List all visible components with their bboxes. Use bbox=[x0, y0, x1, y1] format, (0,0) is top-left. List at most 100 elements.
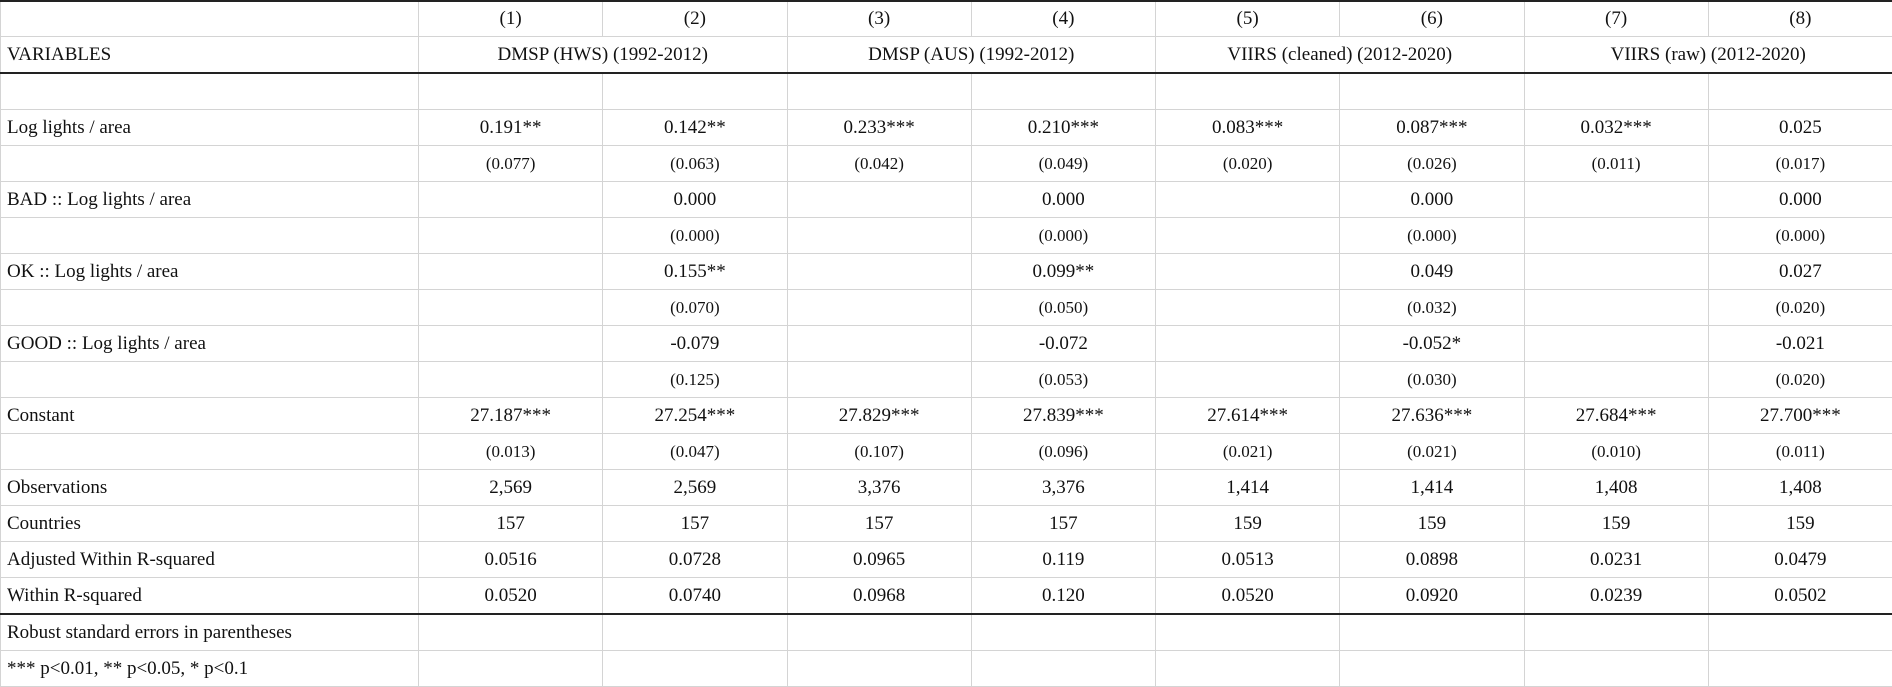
value-cell: 0.191** bbox=[419, 110, 603, 146]
se-cell: (0.053) bbox=[971, 362, 1155, 398]
value-cell: 0.0520 bbox=[1156, 578, 1340, 615]
se-cell bbox=[787, 290, 971, 326]
value-cell: 0.0479 bbox=[1708, 542, 1892, 578]
se-cell: (0.050) bbox=[971, 290, 1155, 326]
value-cell: 0.0513 bbox=[1156, 542, 1340, 578]
header-blank-cell bbox=[1, 1, 419, 37]
row-label: Countries bbox=[1, 506, 419, 542]
se-cell: (0.013) bbox=[419, 434, 603, 470]
value-cell: 0.210*** bbox=[971, 110, 1155, 146]
value-cell: 0.0968 bbox=[787, 578, 971, 615]
column-number: (6) bbox=[1340, 1, 1524, 37]
standard-error-row: (0.077)(0.063)(0.042)(0.049)(0.020)(0.02… bbox=[1, 146, 1892, 182]
value-cell: 0.0898 bbox=[1340, 542, 1524, 578]
column-number: (3) bbox=[787, 1, 971, 37]
se-cell: (0.070) bbox=[603, 290, 787, 326]
se-cell: (0.000) bbox=[1340, 218, 1524, 254]
se-cell: (0.021) bbox=[1156, 434, 1340, 470]
value-cell: 2,569 bbox=[603, 470, 787, 506]
se-cell: (0.021) bbox=[1340, 434, 1524, 470]
column-number: (1) bbox=[419, 1, 603, 37]
value-cell bbox=[1156, 326, 1340, 362]
value-cell: 27.636*** bbox=[1340, 398, 1524, 434]
value-cell: 0.120 bbox=[971, 578, 1155, 615]
value-cell: 0.083*** bbox=[1156, 110, 1340, 146]
se-cell bbox=[787, 362, 971, 398]
group-header: VIIRS (raw) (2012-2020) bbox=[1524, 37, 1892, 74]
row-label: GOOD :: Log lights / area bbox=[1, 326, 419, 362]
value-cell: 0.000 bbox=[603, 182, 787, 218]
value-cell: 0.0239 bbox=[1524, 578, 1708, 615]
value-cell: 0.000 bbox=[1708, 182, 1892, 218]
coefficient-row: GOOD :: Log lights / area-0.079-0.072-0.… bbox=[1, 326, 1892, 362]
se-cell: (0.047) bbox=[603, 434, 787, 470]
row-label: Observations bbox=[1, 470, 419, 506]
value-cell: 27.187*** bbox=[419, 398, 603, 434]
se-cell: (0.000) bbox=[1708, 218, 1892, 254]
value-cell: -0.021 bbox=[1708, 326, 1892, 362]
value-cell: 27.614*** bbox=[1156, 398, 1340, 434]
group-header: DMSP (HWS) (1992-2012) bbox=[419, 37, 788, 74]
value-cell: 27.254*** bbox=[603, 398, 787, 434]
value-cell: 1,414 bbox=[1156, 470, 1340, 506]
se-cell: (0.020) bbox=[1156, 146, 1340, 182]
se-cell: (0.032) bbox=[1340, 290, 1524, 326]
value-cell: 0.0728 bbox=[603, 542, 787, 578]
value-cell: 3,376 bbox=[787, 470, 971, 506]
se-cell: (0.000) bbox=[603, 218, 787, 254]
value-cell: -0.052* bbox=[1340, 326, 1524, 362]
se-cell bbox=[419, 218, 603, 254]
se-cell: (0.030) bbox=[1340, 362, 1524, 398]
row-label bbox=[1, 434, 419, 470]
standard-error-row: (0.000) (0.000) (0.000) (0.000) bbox=[1, 218, 1892, 254]
row-label bbox=[1, 146, 419, 182]
se-cell bbox=[1524, 362, 1708, 398]
value-cell: 157 bbox=[419, 506, 603, 542]
value-cell bbox=[1524, 254, 1708, 290]
value-cell bbox=[1156, 254, 1340, 290]
se-cell bbox=[1156, 218, 1340, 254]
value-cell bbox=[787, 254, 971, 290]
value-cell: 0.233*** bbox=[787, 110, 971, 146]
value-cell: 159 bbox=[1156, 506, 1340, 542]
se-cell: (0.063) bbox=[603, 146, 787, 182]
value-cell: 1,414 bbox=[1340, 470, 1524, 506]
note-row: Robust standard errors in parentheses bbox=[1, 614, 1892, 651]
value-cell: 27.839*** bbox=[971, 398, 1155, 434]
row-label: Adjusted Within R-squared bbox=[1, 542, 419, 578]
se-cell bbox=[419, 362, 603, 398]
value-cell: 27.829*** bbox=[787, 398, 971, 434]
value-cell: 0.0965 bbox=[787, 542, 971, 578]
row-label: Within R-squared bbox=[1, 578, 419, 615]
column-number-row: (1) (2) (3) (4) (5) (6) (7) (8) bbox=[1, 1, 1892, 37]
value-cell: 0.049 bbox=[1340, 254, 1524, 290]
value-cell: 159 bbox=[1524, 506, 1708, 542]
value-cell: 0.142** bbox=[603, 110, 787, 146]
group-header: VIIRS (cleaned) (2012-2020) bbox=[1156, 37, 1525, 74]
value-cell bbox=[787, 182, 971, 218]
value-cell bbox=[1524, 182, 1708, 218]
value-cell: 157 bbox=[603, 506, 787, 542]
value-cell: 2,569 bbox=[419, 470, 603, 506]
value-cell: 0.0920 bbox=[1340, 578, 1524, 615]
value-cell: 0.155** bbox=[603, 254, 787, 290]
value-cell bbox=[1524, 326, 1708, 362]
value-cell: 157 bbox=[787, 506, 971, 542]
column-number: (8) bbox=[1708, 1, 1892, 37]
row-label: OK :: Log lights / area bbox=[1, 254, 419, 290]
table-note: Robust standard errors in parentheses bbox=[1, 614, 419, 651]
value-cell: 0.119 bbox=[971, 542, 1155, 578]
spacer-row bbox=[1, 73, 1892, 110]
se-cell: (0.042) bbox=[787, 146, 971, 182]
column-number: (4) bbox=[971, 1, 1155, 37]
value-cell: 0.025 bbox=[1708, 110, 1892, 146]
value-cell: 27.700*** bbox=[1708, 398, 1892, 434]
se-cell: (0.000) bbox=[971, 218, 1155, 254]
se-cell: (0.020) bbox=[1708, 362, 1892, 398]
group-header-row: VARIABLES DMSP (HWS) (1992-2012) DMSP (A… bbox=[1, 37, 1892, 74]
value-cell: -0.079 bbox=[603, 326, 787, 362]
